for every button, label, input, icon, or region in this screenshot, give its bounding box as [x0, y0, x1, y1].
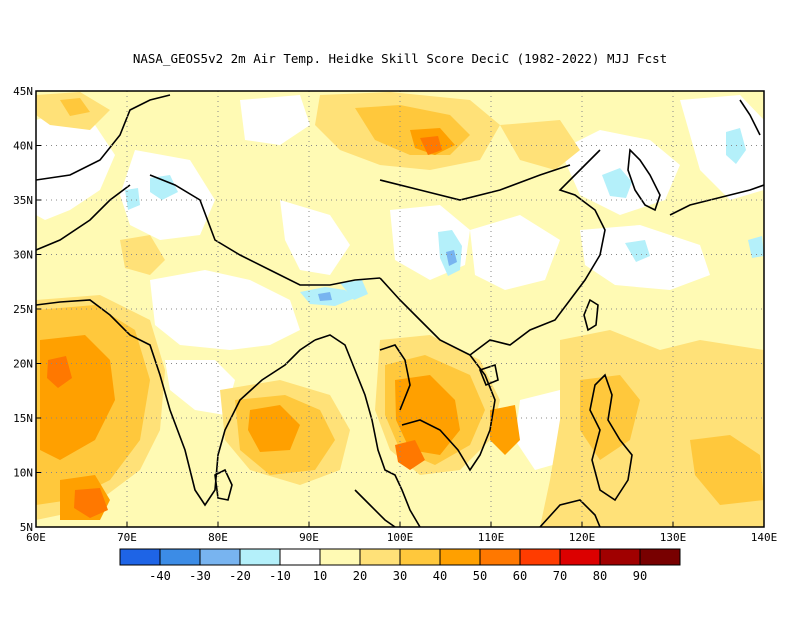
colorbar-swatch: [239, 548, 281, 566]
colorbar-label: 50: [473, 569, 487, 583]
lat-tick-label: 5N: [20, 521, 33, 534]
colorbar-label: 40: [433, 569, 447, 583]
lat-tick-label: 45N: [13, 85, 33, 98]
colorbar-swatch: [639, 548, 681, 566]
colorbar-label: 60: [513, 569, 527, 583]
colorbar-swatch: [119, 548, 161, 566]
colorbar-label: 80: [593, 569, 607, 583]
colorbar-label: 20: [353, 569, 367, 583]
coastlines-borders: [36, 94, 764, 527]
lat-tick-label: 25N: [13, 303, 33, 316]
lat-tick-label: 40N: [13, 140, 33, 153]
colorbar-swatch: [479, 548, 521, 566]
colorbar: -40 -30 -20 -10 10 20 30 40 50 60 70 80 90: [119, 548, 681, 583]
map-panel: [36, 91, 764, 527]
colorbar-swatch: [559, 548, 601, 566]
colorbar-swatch: [279, 548, 321, 566]
colorbar-swatch: [599, 548, 641, 566]
lat-tick-label: 10N: [13, 467, 33, 480]
longitude-axis: 60E 70E 80E 90E 100E 110E 120E 130E 140E: [26, 522, 777, 544]
map-title: NASA_GEOS5v2 2m Air Temp. Heidke Skill S…: [133, 51, 667, 66]
lon-tick-label: 90E: [299, 531, 319, 544]
colorbar-swatch: [199, 548, 241, 566]
colorbar-label: -40: [149, 569, 171, 583]
colorbar-swatch: [439, 548, 481, 566]
lat-tick-label: 35N: [13, 194, 33, 207]
colorbar-swatch: [399, 548, 441, 566]
colorbar-label: -20: [229, 569, 251, 583]
lon-tick-label: 80E: [208, 531, 228, 544]
lon-tick-label: 130E: [660, 531, 687, 544]
latitude-axis: 5N 10N 15N 20N 25N 30N 35N 40N 45N: [13, 85, 41, 534]
colorbar-label: 90: [633, 569, 647, 583]
colorbar-swatch: [159, 548, 201, 566]
skill-field-60-70: [47, 136, 442, 518]
lon-tick-label: 110E: [478, 531, 505, 544]
lon-tick-label: 100E: [387, 531, 414, 544]
lat-tick-label: 15N: [13, 412, 33, 425]
colorbar-label: 10: [313, 569, 327, 583]
lon-tick-label: 70E: [117, 531, 137, 544]
lon-tick-label: 60E: [26, 531, 46, 544]
colorbar-swatch: [319, 548, 361, 566]
skill-field-negative-mid: [318, 250, 457, 301]
lat-tick-label: 30N: [13, 249, 33, 262]
lon-tick-label: 120E: [569, 531, 596, 544]
colorbar-label: 70: [553, 569, 567, 583]
colorbar-swatch: [359, 548, 401, 566]
lat-tick-label: 20N: [13, 358, 33, 371]
colorbar-swatch: [519, 548, 561, 566]
colorbar-label: 30: [393, 569, 407, 583]
lon-tick-label: 140E: [751, 531, 778, 544]
colorbar-label: -10: [269, 569, 291, 583]
colorbar-label: -30: [189, 569, 211, 583]
